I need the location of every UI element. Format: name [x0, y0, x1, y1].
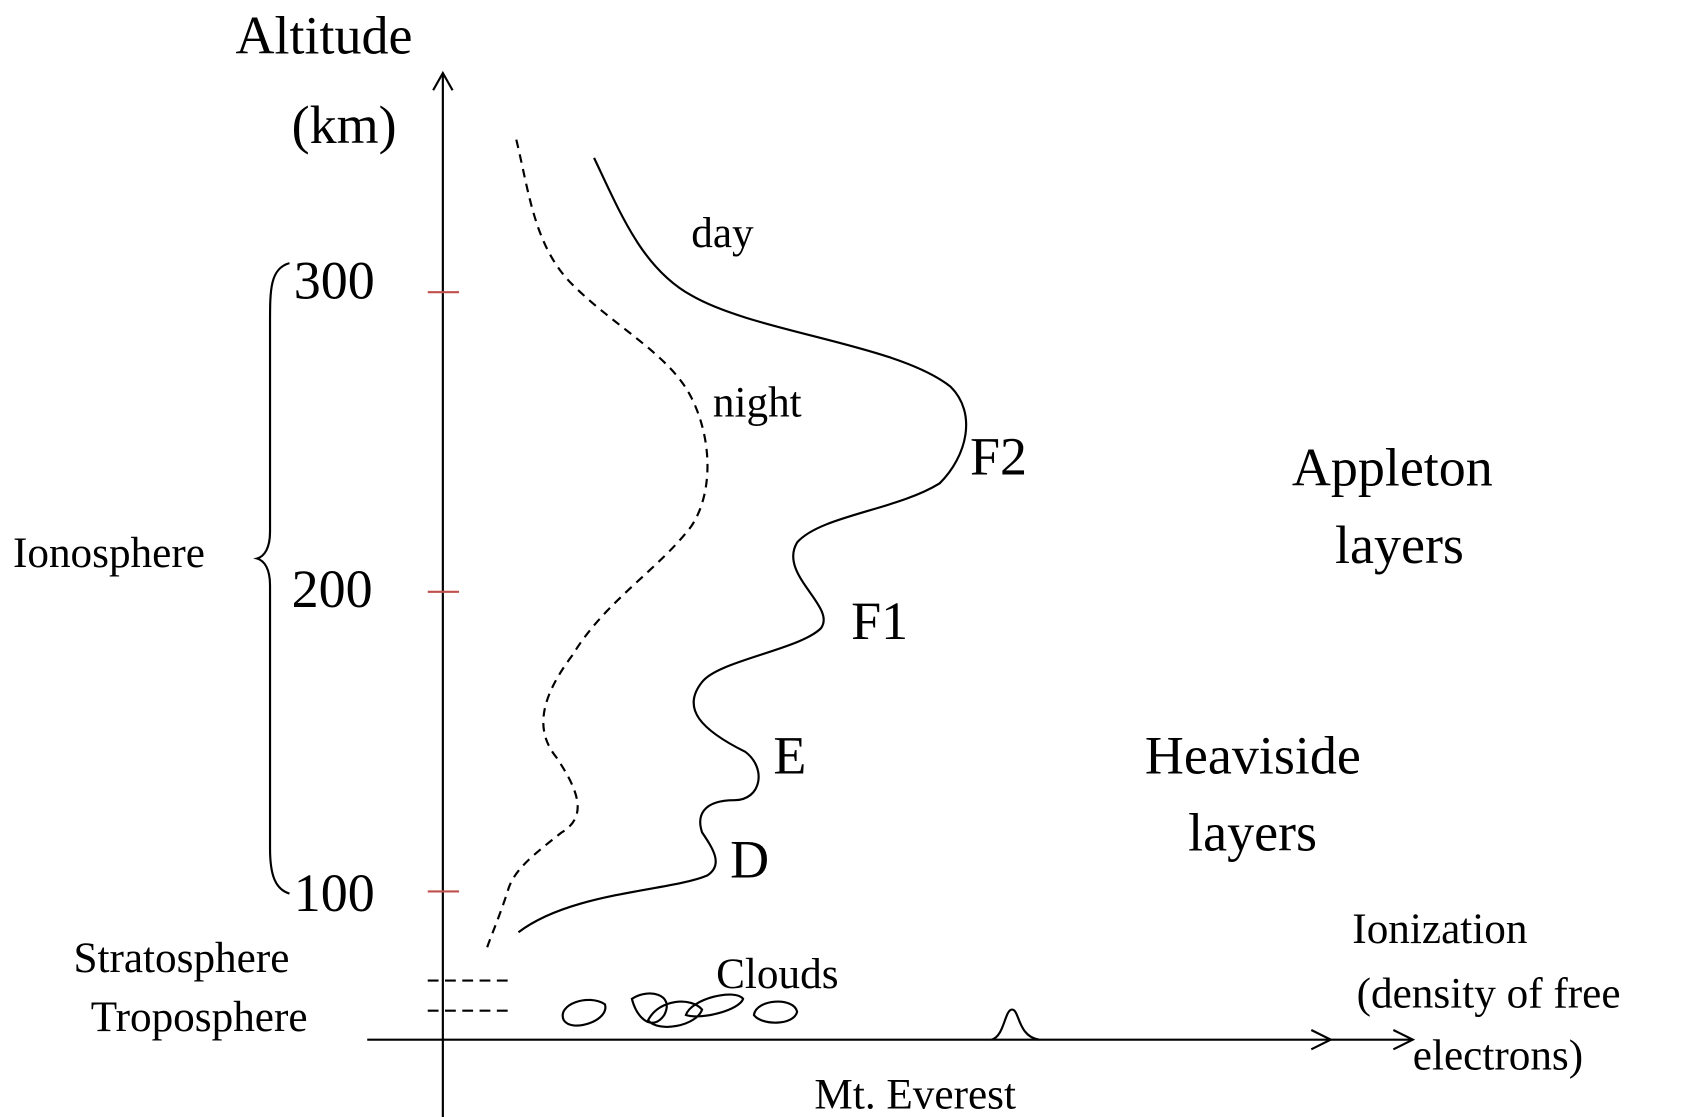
- tick-label: 100: [294, 863, 375, 923]
- layer-label: E: [773, 725, 806, 785]
- clouds: [563, 993, 797, 1026]
- layer-label: F2: [970, 427, 1027, 487]
- page: Altitude (km) 300 200 100 Ionosphere Str…: [0, 0, 1685, 1117]
- group-label: layers: [1188, 803, 1317, 863]
- x-label: (density of free: [1357, 971, 1621, 1018]
- feature-label: Mt. Everest: [814, 1072, 1016, 1117]
- layer-label: D: [730, 830, 769, 890]
- group-label: Heaviside: [1145, 725, 1361, 785]
- x-label: electrons): [1413, 1033, 1583, 1080]
- tick-label: 200: [292, 559, 373, 619]
- curve-label: night: [713, 380, 802, 427]
- diagram: Altitude (km) 300 200 100 Ionosphere Str…: [0, 0, 1685, 1117]
- group-label: Appleton: [1292, 438, 1493, 498]
- mountain: [992, 1010, 1040, 1040]
- feature-label: Clouds: [716, 951, 838, 998]
- curve-label: day: [691, 210, 754, 257]
- layer-label: F1: [851, 591, 908, 651]
- region-label: Stratosphere: [73, 935, 289, 982]
- tick-label: 300: [294, 251, 375, 311]
- region-label: Ionosphere: [13, 530, 205, 577]
- region-label: Troposphere: [91, 994, 308, 1041]
- brace: [257, 263, 289, 893]
- night-curve: [486, 140, 707, 951]
- x-label: Ionization: [1352, 906, 1527, 953]
- y-label: (km): [292, 95, 397, 155]
- y-label: Altitude: [235, 6, 412, 66]
- day-curve: [518, 158, 966, 932]
- group-label: layers: [1335, 515, 1464, 575]
